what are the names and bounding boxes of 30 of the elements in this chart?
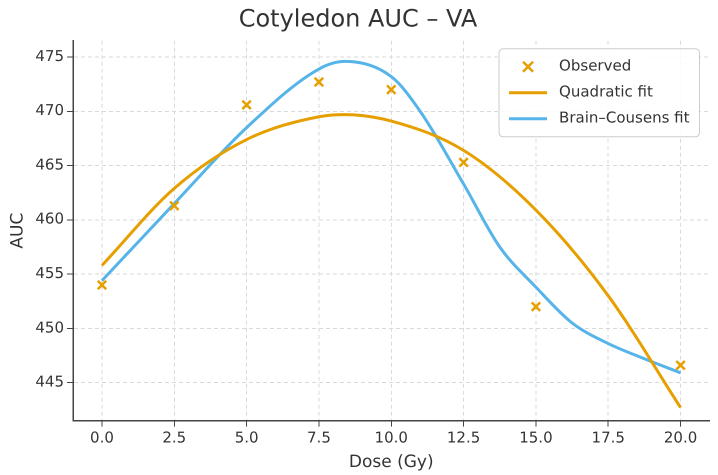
- legend-label: Observed: [559, 56, 632, 75]
- x-tick-label: 5.0: [234, 428, 259, 446]
- x-tick-label: 17.5: [592, 428, 625, 446]
- y-tick-label: 455: [35, 264, 64, 282]
- legend-label: Brain–Cousens fit: [559, 108, 690, 127]
- y-tick-label: 460: [35, 210, 64, 228]
- y-tick-label: 445: [35, 372, 64, 391]
- point: [530, 301, 542, 312]
- x-tick-label: 2.5: [162, 428, 186, 446]
- point: [386, 84, 397, 96]
- point: [675, 360, 686, 371]
- y-axis-title: AUC: [8, 212, 28, 249]
- x-tick-label: 15.0: [519, 428, 553, 446]
- y-tick-label: 465: [35, 155, 64, 174]
- x-tick-label: 7.5: [307, 428, 331, 446]
- x-tick-label: 20.0: [664, 428, 698, 446]
- x-axis-title: Dose (Gy): [348, 452, 434, 472]
- point: [168, 200, 180, 212]
- y-tick-label: 470: [35, 101, 64, 120]
- point: [241, 99, 252, 110]
- point: [313, 76, 324, 88]
- x-tick-label: 0.0: [90, 428, 114, 446]
- x-tick-label: 12.5: [446, 428, 480, 446]
- point: [458, 156, 470, 168]
- legend-label: Quadratic fit: [559, 82, 653, 101]
- y-tick-label: 475: [35, 46, 64, 65]
- y-tick-label: 450: [35, 318, 64, 336]
- x-tick-label: 10.0: [374, 428, 408, 446]
- chart-title: Cotyledon AUC – VA: [238, 4, 478, 33]
- point: [96, 279, 108, 290]
